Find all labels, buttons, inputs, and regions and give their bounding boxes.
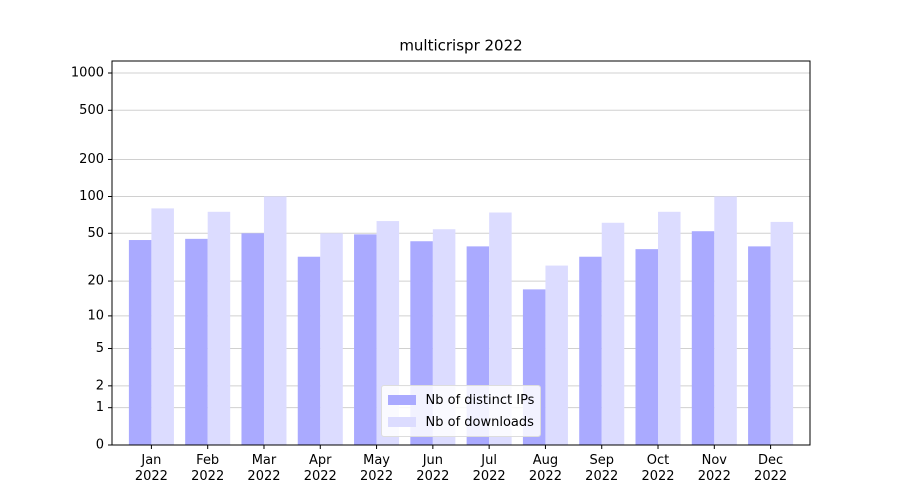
legend-swatch xyxy=(387,417,416,427)
x-tick-label: Mar 2022 xyxy=(247,453,281,484)
x-tick-label: Dec 2022 xyxy=(754,453,788,484)
y-tick-label: 10 xyxy=(87,308,104,323)
bar xyxy=(691,231,715,445)
x-tick-label: Jan 2022 xyxy=(134,453,168,484)
y-tick-label: 200 xyxy=(79,152,104,167)
x-tick-label: Jul 2022 xyxy=(472,453,506,484)
bar xyxy=(658,211,681,445)
x-tick-label: Jun 2022 xyxy=(416,453,450,484)
y-tick-label: 2 xyxy=(96,378,104,393)
y-tick-label: 0 xyxy=(96,438,104,453)
y-tick-label: 5 xyxy=(96,341,104,356)
bar xyxy=(635,249,659,445)
x-tick-label: Sep 2022 xyxy=(585,453,619,484)
y-tick-label: 20 xyxy=(87,274,104,289)
x-tick-label: Apr 2022 xyxy=(303,453,337,484)
chart-title: multicrispr 2022 xyxy=(399,37,522,55)
bar xyxy=(545,265,568,445)
legend-label: Nb of downloads xyxy=(425,414,534,430)
bar xyxy=(151,208,174,445)
x-tick-label: Feb 2022 xyxy=(191,453,225,484)
bar xyxy=(579,256,602,445)
plot-frame xyxy=(111,60,811,446)
bar xyxy=(241,233,264,445)
x-tick-label: Aug 2022 xyxy=(528,453,562,484)
x-tick-label: May 2022 xyxy=(360,453,394,484)
x-tick-label: Nov 2022 xyxy=(697,453,731,484)
bar xyxy=(354,234,377,445)
y-tick-label: 50 xyxy=(87,226,104,241)
bar xyxy=(263,196,287,445)
legend-swatch xyxy=(387,395,416,405)
bar xyxy=(128,240,152,445)
y-tick-label: 500 xyxy=(79,103,104,118)
legend-item: Nb of downloads xyxy=(387,411,535,433)
legend: Nb of distinct IPs Nb of downloads xyxy=(380,385,542,437)
bar xyxy=(770,221,794,445)
y-tick-label: 1 xyxy=(96,400,104,415)
bar xyxy=(601,222,625,445)
bar xyxy=(748,246,771,445)
bar xyxy=(185,238,208,445)
y-tick-label: 100 xyxy=(79,189,104,204)
x-tick-label: Oct 2022 xyxy=(641,453,675,484)
bar xyxy=(207,211,231,445)
bar xyxy=(714,196,737,445)
bar xyxy=(320,233,343,445)
legend-item: Nb of distinct IPs xyxy=(387,389,535,411)
legend-label: Nb of distinct IPs xyxy=(425,392,535,408)
y-tick-label: 1000 xyxy=(71,66,104,81)
bar xyxy=(297,256,321,445)
